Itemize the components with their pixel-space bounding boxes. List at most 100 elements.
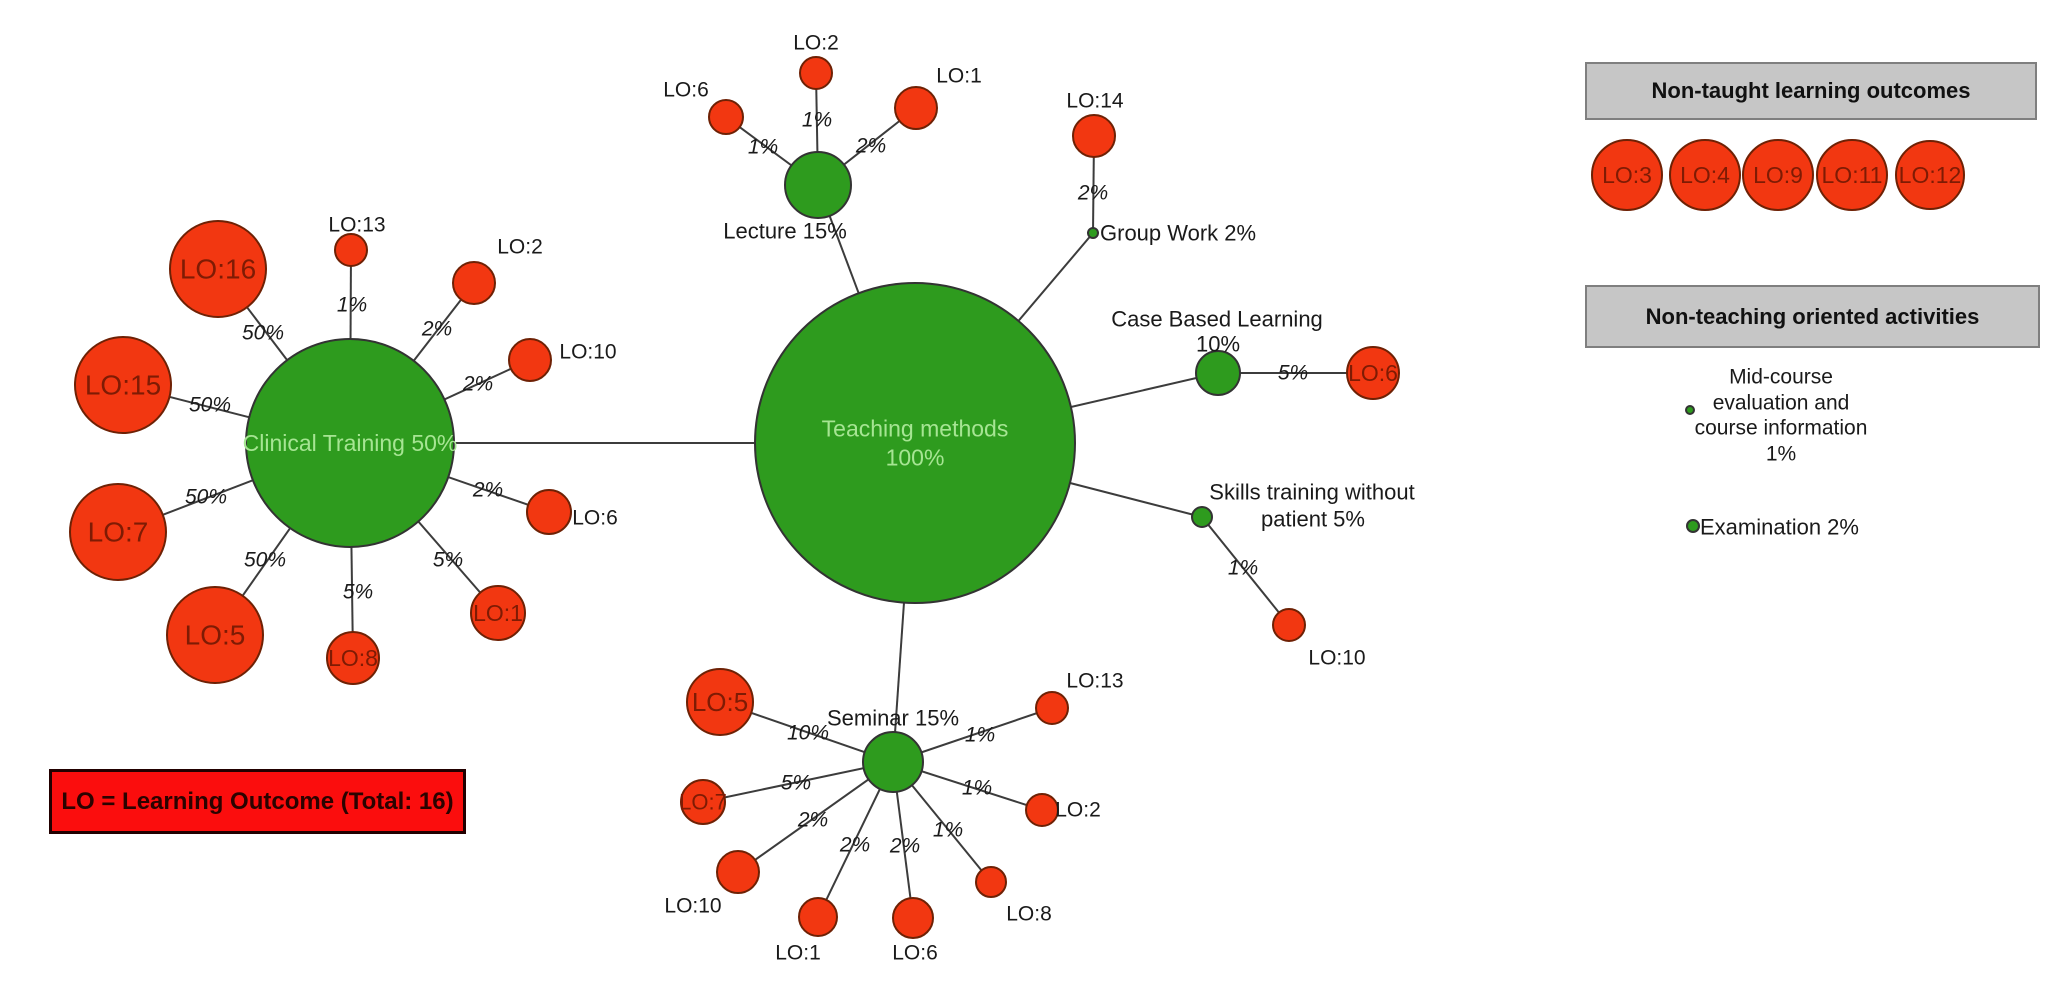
edge-skills-sk-lo10 (1201, 516, 1290, 626)
edge-seminar-s-lo10 (737, 761, 894, 873)
text-label-21-lo-13: LO:13 (1066, 670, 1123, 693)
node-label-c-lo7: LO:7 (88, 517, 149, 548)
node-label-nt-lo3: LO:3 (1602, 162, 1652, 188)
node-cb-lo6 (1346, 346, 1400, 400)
edge-label-lecture-l-lo1: 2% (855, 135, 886, 158)
node-nt-lo12 (1895, 140, 1965, 210)
node-label-c-lo5: LO:5 (185, 620, 246, 651)
non-teaching-header-label: Non-teaching oriented activities (1645, 303, 1980, 329)
edge-label-clinical-c-lo2: 2% (421, 318, 452, 341)
text-label-3-case-based-learning: Case Based Learning (1111, 307, 1323, 332)
edge-label-seminar-s-lo1: 2% (839, 834, 870, 857)
text-label-14-lo-14: LO:14 (1066, 90, 1124, 113)
node-l-lo2 (799, 56, 833, 90)
text-label-15-lo-10: LO:10 (1308, 647, 1365, 670)
edge-label-groupwork-g-lo14: 2% (1077, 182, 1108, 205)
node-label-nt-lo12: LO:12 (1899, 162, 1962, 188)
edge-label-clinical-c-lo10: 2% (462, 373, 493, 396)
node-c-lo13 (334, 233, 368, 267)
node-s-lo10 (716, 850, 760, 894)
node-cbl (1195, 350, 1241, 396)
text-label-25-1-: 1% (1766, 443, 1796, 466)
node-label-nt-lo4: LO:4 (1680, 162, 1730, 188)
node-s-lo5 (686, 668, 754, 736)
edge-label-clinical-c-lo8: 5% (343, 581, 373, 604)
edge-label-clinical-c-lo6: 2% (472, 479, 503, 502)
edge-label-seminar-s-lo2: 1% (962, 777, 992, 800)
node-seminar (862, 731, 924, 793)
edge-label-seminar-s-lo7: 5% (781, 772, 811, 795)
node-c-lo16 (169, 220, 267, 318)
node-label-nt-lo11: LO:11 (1822, 162, 1883, 188)
edge-seminar-s-lo7 (702, 761, 894, 803)
edge-label-clinical-c-lo1: 5% (433, 549, 463, 572)
node-nt-lo4 (1669, 139, 1741, 211)
node-label-s-lo5: LO:5 (692, 687, 748, 717)
node-l-lo6 (708, 99, 744, 135)
edge-label-seminar-s-lo13: 1% (965, 724, 995, 747)
text-label-22-mid-course: Mid-course (1729, 366, 1833, 389)
non-teaching-header: Non-teaching oriented activities (1585, 285, 2040, 348)
node-c-lo10 (508, 338, 552, 382)
edge-label-skills-sk-lo10: 1% (1228, 557, 1258, 580)
node-c-lo6 (526, 489, 572, 535)
edge-label-seminar-s-lo10: 2% (797, 809, 828, 832)
node-s-lo13 (1035, 691, 1069, 725)
text-label-26-examination-2-: Examination 2% (1700, 515, 1859, 540)
node-label-nt-lo9: LO:9 (1753, 162, 1803, 188)
node-s-lo6 (892, 897, 934, 939)
text-label-17-lo-1: LO:1 (775, 942, 821, 965)
node-nt-lo11 (1816, 139, 1888, 211)
node-c-lo2 (452, 261, 496, 305)
text-label-18-lo-6: LO:6 (892, 942, 938, 965)
text-label-10-lo-6: LO:6 (572, 507, 618, 530)
node-c-lo5 (166, 586, 264, 684)
edge-label-seminar-s-lo8: 1% (933, 819, 963, 842)
node-label-cb-lo6: LO:6 (1348, 360, 1398, 386)
node-sk-lo10 (1272, 608, 1306, 642)
node-exam (1686, 519, 1700, 533)
node-s-lo7 (680, 779, 726, 825)
node-teaching (754, 282, 1076, 604)
node-l-lo1 (894, 86, 938, 130)
edge-label-seminar-s-lo6: 2% (889, 835, 920, 858)
node-clinical (245, 338, 455, 548)
text-label-16-lo-10: LO:10 (664, 895, 721, 918)
node-label-s-lo7: LO:7 (679, 790, 727, 815)
edge-label-clinical-c-lo13: 1% (337, 294, 367, 317)
text-label-4-10-: 10% (1196, 332, 1240, 357)
node-groupwork (1087, 227, 1099, 239)
text-label-9-lo-10: LO:10 (559, 341, 616, 364)
edge-label-clinical-c-lo15: 50% (189, 394, 231, 417)
text-label-0-lecture-15-: Lecture 15% (723, 219, 847, 244)
edge-label-cbl-cb-lo6: 5% (1278, 362, 1308, 385)
edge-label-clinical-c-lo7: 50% (185, 486, 227, 509)
node-label-teaching-1: 100% (886, 444, 945, 470)
node-label-c-lo16: LO:16 (180, 254, 256, 285)
node-s-lo2 (1025, 793, 1059, 827)
node-skills (1191, 506, 1213, 528)
text-label-19-lo-8: LO:8 (1006, 903, 1052, 926)
node-c-lo15 (74, 336, 172, 434)
node-c-lo8 (326, 631, 380, 685)
text-label-23-evaluation-and: evaluation and (1713, 392, 1850, 415)
node-label-c-lo1: LO:1 (473, 600, 523, 626)
text-label-11-lo-6: LO:6 (663, 79, 709, 102)
node-c-lo7 (69, 483, 167, 581)
text-label-24-course-information: course information (1695, 417, 1868, 440)
node-label-clinical: Clinical Training 50% (243, 430, 458, 456)
text-label-2-group-work-2-: Group Work 2% (1100, 221, 1256, 246)
text-label-6-patient-5-: patient 5% (1261, 507, 1365, 532)
text-label-7-lo-13: LO:13 (328, 214, 385, 237)
non-taught-header: Non-taught learning outcomes (1585, 62, 2037, 120)
node-label-teaching-0: Teaching methods (822, 416, 1009, 442)
node-nt-lo3 (1591, 139, 1663, 211)
text-label-5-skills-training-without: Skills training without (1209, 480, 1414, 505)
node-c-lo1 (470, 585, 526, 641)
node-label-c-lo8: LO:8 (328, 645, 378, 671)
edge-label-lecture-l-lo2: 1% (802, 109, 832, 132)
node-midcourse (1685, 405, 1695, 415)
node-g-lo14 (1072, 114, 1116, 158)
